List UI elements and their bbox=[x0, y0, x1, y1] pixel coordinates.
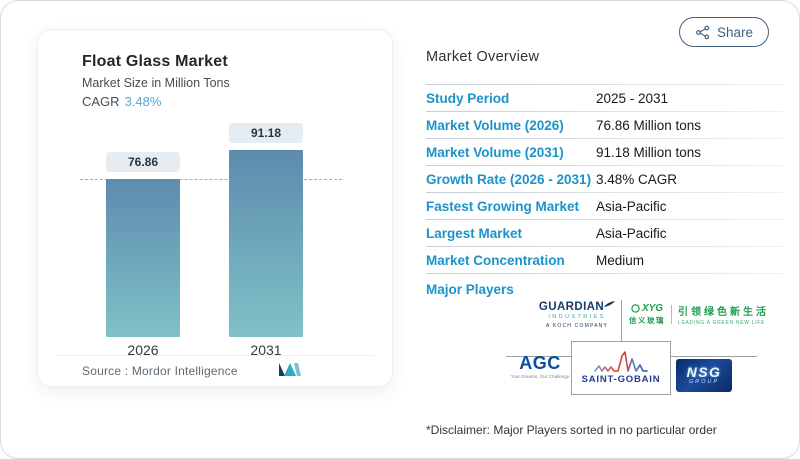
guardian-logo: GUARDIAN INDUSTRIES A KOCH COMPANY bbox=[536, 301, 618, 329]
disclaimer-text: *Disclaimer: Major Players sorted in no … bbox=[426, 423, 717, 437]
row-value: 91.18 Million tons bbox=[596, 145, 702, 160]
market-overview-panel: Share Market Overview Study Period 2025 … bbox=[426, 1, 783, 458]
source-name: Mordor Intelligence bbox=[131, 364, 238, 378]
xyg-logo: XYG 信义玻璃 引领绿色新生活 LEADING A GREEN NEW LIF… bbox=[629, 303, 769, 326]
guardian-koch-tagline: A KOCH COMPANY bbox=[546, 323, 608, 329]
footer-divider bbox=[56, 355, 374, 356]
table-row: Market Volume (2026) 76.86 Million tons bbox=[426, 112, 783, 139]
table-row: Study Period 2025 - 2031 bbox=[426, 85, 783, 112]
row-label: Market Volume (2026) bbox=[426, 118, 564, 133]
row-label: Fastest Growing Market bbox=[426, 199, 580, 214]
agc-logo: AGC Your Dreams, Our Challenge bbox=[509, 353, 571, 380]
xyg-slogan-en: LEADING A GREEN NEW LIFE bbox=[678, 320, 766, 326]
share-icon bbox=[695, 25, 710, 40]
table-row: Fastest Growing Market Asia-Pacific bbox=[426, 193, 783, 220]
row-value: Medium bbox=[596, 253, 645, 268]
agc-tagline: Your Dreams, Our Challenge bbox=[510, 374, 570, 379]
nsg-group-label: GROUP bbox=[688, 379, 720, 385]
major-players-label: Major Players bbox=[426, 282, 514, 297]
source-label: Source : bbox=[82, 364, 129, 378]
overview-heading: Market Overview bbox=[426, 49, 540, 65]
cagr-value: 3.48% bbox=[124, 94, 162, 109]
xyg-slogan-cn: 引领绿色新生活 bbox=[678, 307, 769, 318]
row-label: Study Period bbox=[426, 91, 510, 106]
x-axis-label: 2026 bbox=[127, 342, 159, 358]
agc-wordmark: AGC bbox=[519, 353, 561, 373]
xyg-chinese-name: 信义玻璃 bbox=[629, 316, 665, 325]
source-line: Source : Mordor Intelligence bbox=[82, 364, 238, 378]
row-value: Asia-Pacific bbox=[596, 199, 667, 214]
bar-group: 91.18 2031 bbox=[229, 30, 303, 388]
row-label: Market Volume (2031) bbox=[426, 145, 564, 160]
saint-gobain-wordmark: SAINT-GOBAIN bbox=[581, 374, 661, 385]
value-chip: 91.18 bbox=[229, 122, 303, 143]
value-chip: 76.86 bbox=[106, 152, 180, 173]
mordor-intelligence-logo-icon bbox=[279, 363, 301, 381]
connector-line bbox=[671, 356, 757, 357]
connector-line bbox=[621, 300, 622, 341]
chart-subtitle: Market Size in Million Tons bbox=[82, 76, 230, 90]
row-value: 76.86 Million tons bbox=[596, 118, 702, 133]
table-row: Largest Market Asia-Pacific bbox=[426, 220, 783, 247]
dash-line bbox=[80, 179, 342, 181]
share-button[interactable]: Share bbox=[678, 17, 769, 47]
overview-table: Study Period 2025 - 2031 Market Volume (… bbox=[426, 84, 783, 274]
table-row: Market Volume (2031) 91.18 Million tons bbox=[426, 139, 783, 166]
xyg-slogan: 引领绿色新生活 LEADING A GREEN NEW LIFE bbox=[678, 303, 769, 326]
row-value: 3.48% CAGR bbox=[596, 172, 678, 187]
table-row: Growth Rate (2026 - 2031) 3.48% CAGR bbox=[426, 166, 783, 193]
saint-gobain-tower-icon bbox=[593, 351, 649, 373]
connector-line bbox=[506, 356, 571, 357]
row-label: Growth Rate (2026 - 2031) bbox=[426, 172, 592, 187]
share-label: Share bbox=[716, 24, 753, 40]
row-label: Largest Market bbox=[426, 226, 523, 241]
xyg-divider bbox=[671, 305, 672, 324]
bar bbox=[229, 149, 303, 337]
chart-title: Float Glass Market bbox=[82, 53, 228, 70]
guardian-wordmark: GUARDIAN bbox=[536, 301, 618, 313]
bar-chart: 76.86 2026 91.18 2031 bbox=[38, 30, 394, 388]
cagr-line: CAGR 3.48% bbox=[82, 94, 161, 109]
major-players-diagram: GUARDIAN INDUSTRIES A KOCH COMPANY XYG 信… bbox=[426, 297, 783, 403]
row-value: Asia-Pacific bbox=[596, 226, 667, 241]
x-axis-label: 2031 bbox=[250, 342, 282, 358]
bar-group: 76.86 2026 bbox=[106, 30, 180, 388]
xyg-wordmark: XYG 信义玻璃 bbox=[629, 303, 665, 325]
cagr-label: CAGR bbox=[82, 94, 120, 109]
nsg-logo: NSG GROUP bbox=[676, 359, 732, 392]
bar bbox=[106, 179, 180, 337]
nsg-wordmark: NSG bbox=[686, 364, 722, 380]
chart-card: Float Glass Market Market Size in Millio… bbox=[37, 29, 393, 387]
row-value: 2025 - 2031 bbox=[596, 91, 669, 106]
guardian-industries-label: INDUSTRIES bbox=[548, 314, 606, 320]
table-row: Market Concentration Medium bbox=[426, 247, 783, 274]
row-label: Market Concentration bbox=[426, 253, 565, 268]
saint-gobain-logo: SAINT-GOBAIN bbox=[571, 341, 671, 395]
